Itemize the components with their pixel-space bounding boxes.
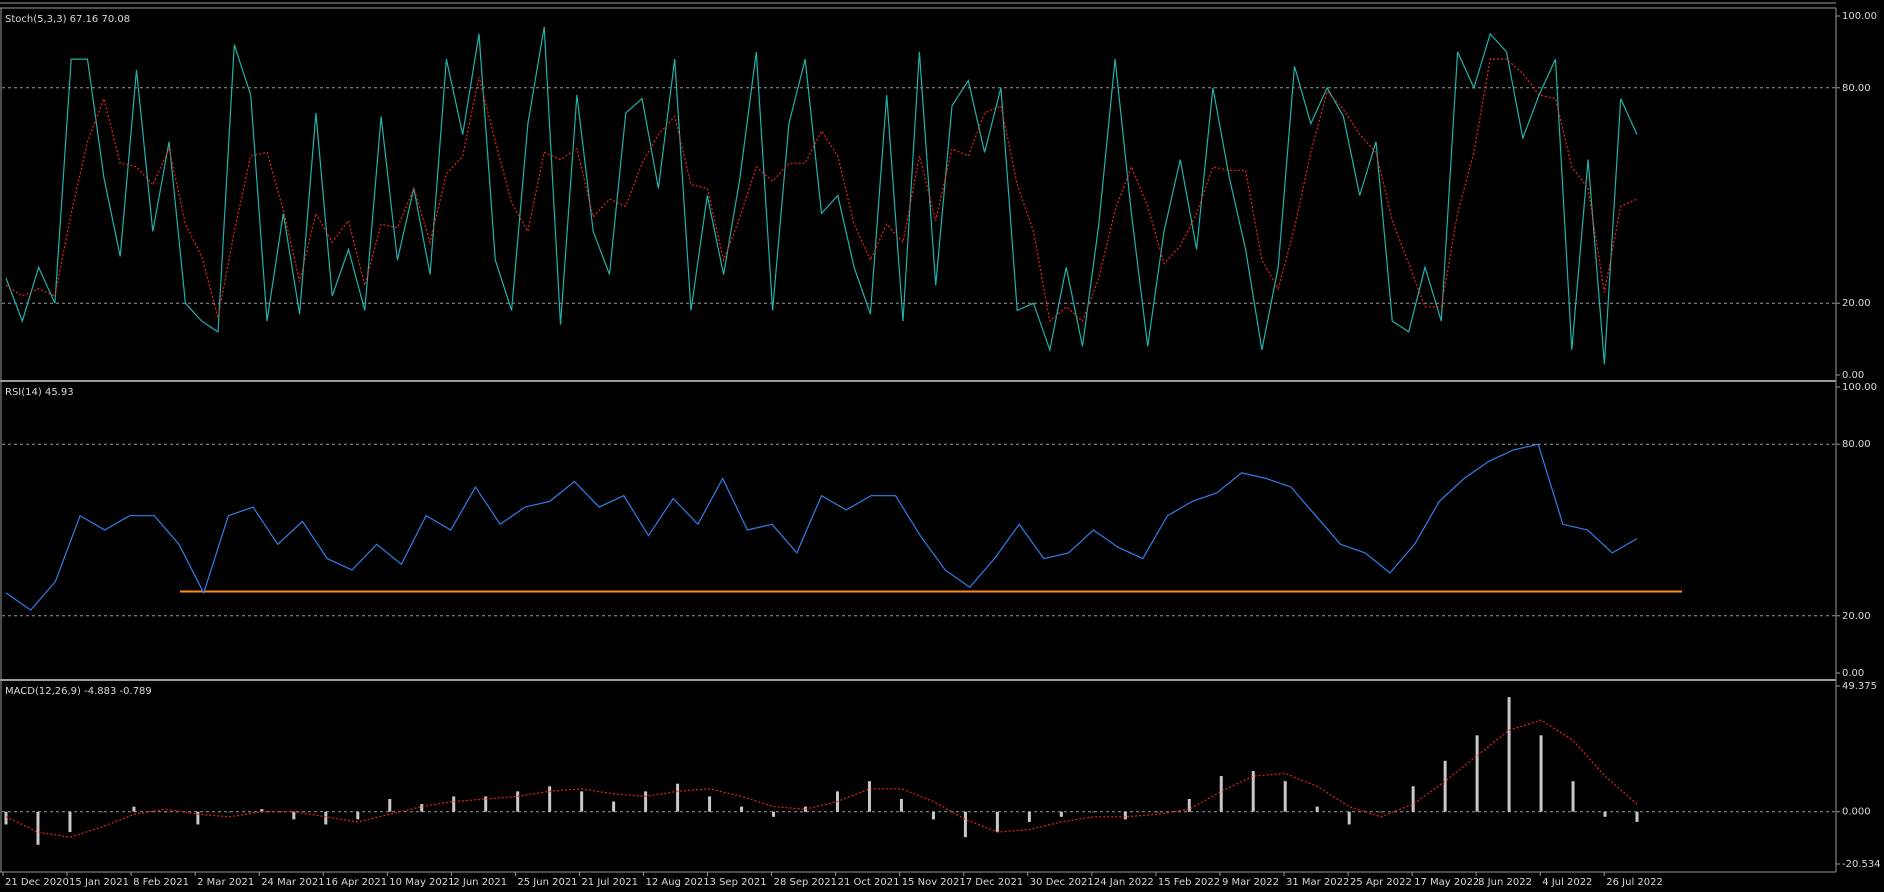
histogram-bar [324, 811, 328, 825]
y-tick-label: 0.00 [1842, 668, 1864, 679]
histogram-bar [612, 801, 616, 812]
histogram-bar [452, 796, 456, 812]
histogram-bar [1571, 781, 1575, 812]
histogram-bar [516, 791, 520, 812]
x-tick-label: 7 Dec 2021 [966, 877, 1024, 888]
x-tick-label: 8 Feb 2021 [133, 877, 189, 888]
histogram-bar [1283, 781, 1287, 812]
histogram-bar [164, 811, 168, 813]
y-tick-label: -20.534 [1842, 859, 1881, 870]
histogram-bar [388, 798, 392, 812]
histogram-bar [260, 809, 264, 812]
indicator-line [5, 443, 1638, 611]
x-tick-label: 10 May 2021 [389, 877, 454, 888]
histogram-bar [356, 811, 360, 820]
histogram-bar [1155, 811, 1159, 813]
histogram-bar [1315, 806, 1319, 812]
indicator-title: RSI(14) 45.93 [5, 387, 74, 398]
histogram-bar [1219, 776, 1223, 812]
y-tick-label: 100.00 [1842, 382, 1877, 393]
histogram-bar [132, 806, 136, 812]
histogram-bar [548, 786, 552, 812]
x-tick-label: 12 Aug 2021 [646, 877, 710, 888]
y-tick-label: 20.00 [1842, 298, 1871, 309]
y-tick-label: 0.000 [1842, 807, 1871, 818]
indicator-line [5, 719, 1638, 838]
histogram-bar [1027, 811, 1031, 822]
indicator-title: MACD(12,26,9) -4.883 -0.789 [5, 686, 152, 697]
x-tick-label: 21 Jul 2021 [581, 877, 638, 888]
x-tick-label: 24 Jan 2022 [1094, 877, 1154, 888]
y-tick-label: 100.00 [1842, 11, 1877, 22]
x-tick-label: 3 Sep 2021 [710, 877, 767, 888]
x-tick-label: 24 Mar 2021 [261, 877, 324, 888]
x-tick-label: 31 Mar 2022 [1286, 877, 1349, 888]
histogram-bar [1475, 735, 1479, 812]
y-tick-label: 49.375 [1842, 681, 1877, 692]
x-tick-label: 15 Feb 2022 [1158, 877, 1220, 888]
x-tick-label: 25 Jun 2021 [517, 877, 577, 888]
histogram-bar [1347, 811, 1351, 825]
x-tick-label: 16 Apr 2021 [325, 877, 387, 888]
histogram-bar [963, 811, 967, 838]
x-tick-label: 2 Jun 2021 [453, 877, 507, 888]
x-tick-label: 21 Oct 2021 [838, 877, 900, 888]
histogram-bar [1091, 811, 1095, 813]
y-tick-label: 20.00 [1842, 611, 1871, 622]
histogram-bar [420, 804, 424, 812]
histogram-bar [1603, 811, 1607, 817]
histogram-bar [1539, 735, 1543, 812]
histogram-bar [1635, 811, 1639, 822]
histogram-bar [740, 806, 744, 812]
histogram-bar [196, 811, 200, 825]
histogram-bar [867, 781, 871, 812]
x-tick-label: 25 Apr 2022 [1350, 877, 1412, 888]
histogram-bar [1059, 811, 1063, 817]
histogram-bar [1443, 760, 1447, 812]
histogram-bar [995, 811, 999, 833]
histogram-bar [1123, 811, 1127, 820]
x-tick-label: 30 Dec 2021 [1030, 877, 1094, 888]
histogram-bar [580, 791, 584, 812]
histogram-bar [100, 811, 104, 813]
x-tick-label: 15 Jan 2021 [69, 877, 129, 888]
histogram-bar [68, 811, 72, 833]
histogram-bar [1507, 697, 1511, 812]
histogram-bar [4, 811, 8, 825]
x-tick-label: 2 Mar 2021 [197, 877, 254, 888]
indicator-title: Stoch(5,3,3) 67.16 70.08 [5, 14, 130, 25]
x-tick-label: 28 Sep 2021 [774, 877, 837, 888]
histogram-bar [292, 811, 296, 820]
histogram-bar [36, 811, 40, 845]
histogram-bar [1187, 798, 1191, 812]
indicator-line [5, 26, 1638, 365]
x-tick-label: 9 Mar 2022 [1222, 877, 1279, 888]
x-tick-label: 17 May 2022 [1414, 877, 1479, 888]
x-tick-label: 15 Nov 2021 [902, 877, 966, 888]
indicator-line [5, 58, 1638, 323]
y-tick-label: 80.00 [1842, 83, 1871, 94]
histogram-bar [772, 811, 776, 817]
histogram-bar [1379, 811, 1383, 813]
histogram-bar [1411, 786, 1415, 812]
histogram-bar [708, 796, 712, 812]
x-tick-label: 8 Jun 2022 [1478, 877, 1532, 888]
histogram-bar [228, 811, 232, 813]
histogram-bar [931, 811, 935, 820]
histogram-bar [644, 791, 648, 812]
histogram-bar [676, 783, 680, 812]
y-tick-label: 80.00 [1842, 439, 1871, 450]
histogram-bar [1251, 770, 1255, 812]
x-tick-label: 4 Jul 2022 [1542, 877, 1592, 888]
x-tick-label: 21 Dec 2020 [5, 877, 69, 888]
histogram-bar [484, 796, 488, 812]
x-tick-label: 26 Jul 2022 [1606, 877, 1663, 888]
histogram-bar [899, 798, 903, 812]
y-tick-label: 0.00 [1842, 370, 1864, 381]
